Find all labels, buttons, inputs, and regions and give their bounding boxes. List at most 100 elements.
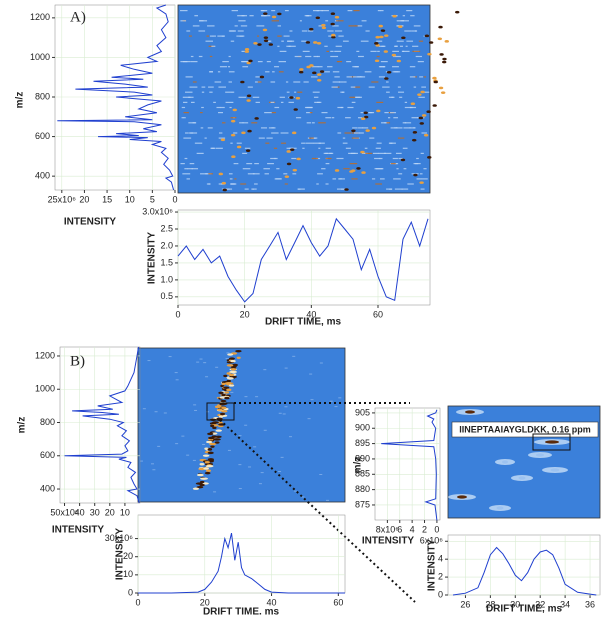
heat-speck [278, 61, 287, 63]
heat-speck [365, 152, 373, 154]
heat-spot [421, 114, 427, 117]
heat-speck [351, 178, 358, 180]
heat-spot [246, 61, 251, 65]
y-axis-label: INTENSITY [147, 232, 158, 285]
heat-speck [325, 157, 332, 160]
y-tick-label: 1.0 [160, 274, 173, 284]
heat-speck [380, 10, 384, 12]
heat-speck [283, 173, 288, 175]
heat-speck [234, 25, 238, 27]
heat-spot [396, 59, 402, 63]
heat-speck [187, 168, 193, 170]
heat-speck [376, 142, 382, 144]
heat-speck [281, 142, 287, 144]
heat-speck [188, 122, 196, 124]
heat-speck [413, 86, 417, 88]
y-tick-label: 4 [410, 524, 415, 534]
heat-spot [363, 111, 368, 115]
heat-speck [238, 96, 247, 98]
heat-speck [230, 183, 237, 185]
y-tick-label: 2.5 [160, 223, 173, 233]
heat-speck [374, 157, 381, 160]
heat-speck [196, 361, 200, 363]
heat-spot [218, 391, 224, 395]
heat-spot [419, 181, 424, 184]
heat-speck [372, 152, 379, 154]
heat-speck [200, 173, 208, 175]
heat-speck [335, 45, 342, 47]
heat-speck [389, 142, 393, 144]
heat-speck [419, 173, 423, 175]
heat-speck [206, 35, 210, 37]
heat-speck [192, 122, 197, 124]
heat-spot [419, 122, 424, 125]
heat-speck [267, 163, 274, 165]
heat-speck [303, 81, 309, 83]
heat-speck [168, 356, 172, 358]
heat-spot [286, 150, 291, 153]
heat-speck [338, 81, 344, 83]
heat-speck [338, 397, 342, 399]
heat-speck [294, 55, 302, 58]
x-tick-label: 20 [240, 309, 250, 319]
heat-speck [334, 76, 340, 78]
x-tick-label: 60 [373, 309, 383, 319]
heat-spot [254, 117, 259, 120]
heat-speck [392, 66, 399, 68]
heat-spot [423, 133, 429, 137]
heat-speck [270, 101, 275, 103]
heat-speck [278, 412, 282, 414]
heat-speck [270, 81, 276, 83]
x-tick-label: 875 [355, 499, 370, 509]
heat-spot [319, 70, 325, 73]
heat-speck [414, 30, 418, 32]
heat-speck [301, 30, 308, 32]
heat-speck [368, 112, 375, 114]
heat-speck [344, 132, 352, 134]
heat-speck [287, 40, 293, 42]
heat-speck [260, 127, 268, 129]
heat-spot [312, 71, 317, 75]
heat-speck [312, 91, 320, 93]
y-axis-label: INTENSITY [427, 539, 438, 592]
annotation: IINEPTAAIAYGLDKK, 0.16 ppm [459, 424, 591, 434]
heat-speck [358, 127, 364, 129]
heat-speck [190, 55, 194, 58]
heat-speck [230, 117, 237, 119]
heat-speck [423, 76, 426, 78]
heat-speck [324, 45, 328, 47]
heat-speck [398, 91, 405, 93]
heat-speck [326, 499, 330, 501]
heat-speck [265, 142, 270, 144]
heat-spot [236, 356, 241, 359]
heat-spot [412, 131, 418, 134]
peak-box [532, 433, 571, 451]
heat-speck [353, 10, 360, 12]
heat-spot [219, 412, 226, 416]
x-tick-label: 0 [175, 309, 180, 319]
heat-spot [245, 149, 251, 152]
heat-speck [356, 50, 360, 52]
heat-speck [183, 117, 186, 119]
heat-speck [402, 147, 408, 149]
heat-speck [194, 15, 199, 17]
heat-speck [370, 50, 377, 52]
heat-speck [189, 163, 195, 165]
heat-speck [380, 168, 384, 170]
heat-speck [286, 45, 291, 47]
heat-spot [230, 368, 237, 371]
heat-speck [375, 147, 381, 149]
heat-speck [276, 168, 280, 170]
heat-speck [218, 137, 226, 139]
heat-spot [363, 115, 369, 119]
heat-speck [190, 61, 198, 63]
heat-speck [409, 66, 416, 68]
plot-frame [54, 4, 176, 191]
heat-spot [230, 359, 236, 363]
heat-spot [207, 432, 214, 436]
heat-spot [400, 158, 406, 162]
heat-speck [291, 157, 297, 160]
heat-speck [270, 157, 276, 160]
heat-speck [389, 188, 393, 190]
heat-speck [322, 71, 330, 73]
